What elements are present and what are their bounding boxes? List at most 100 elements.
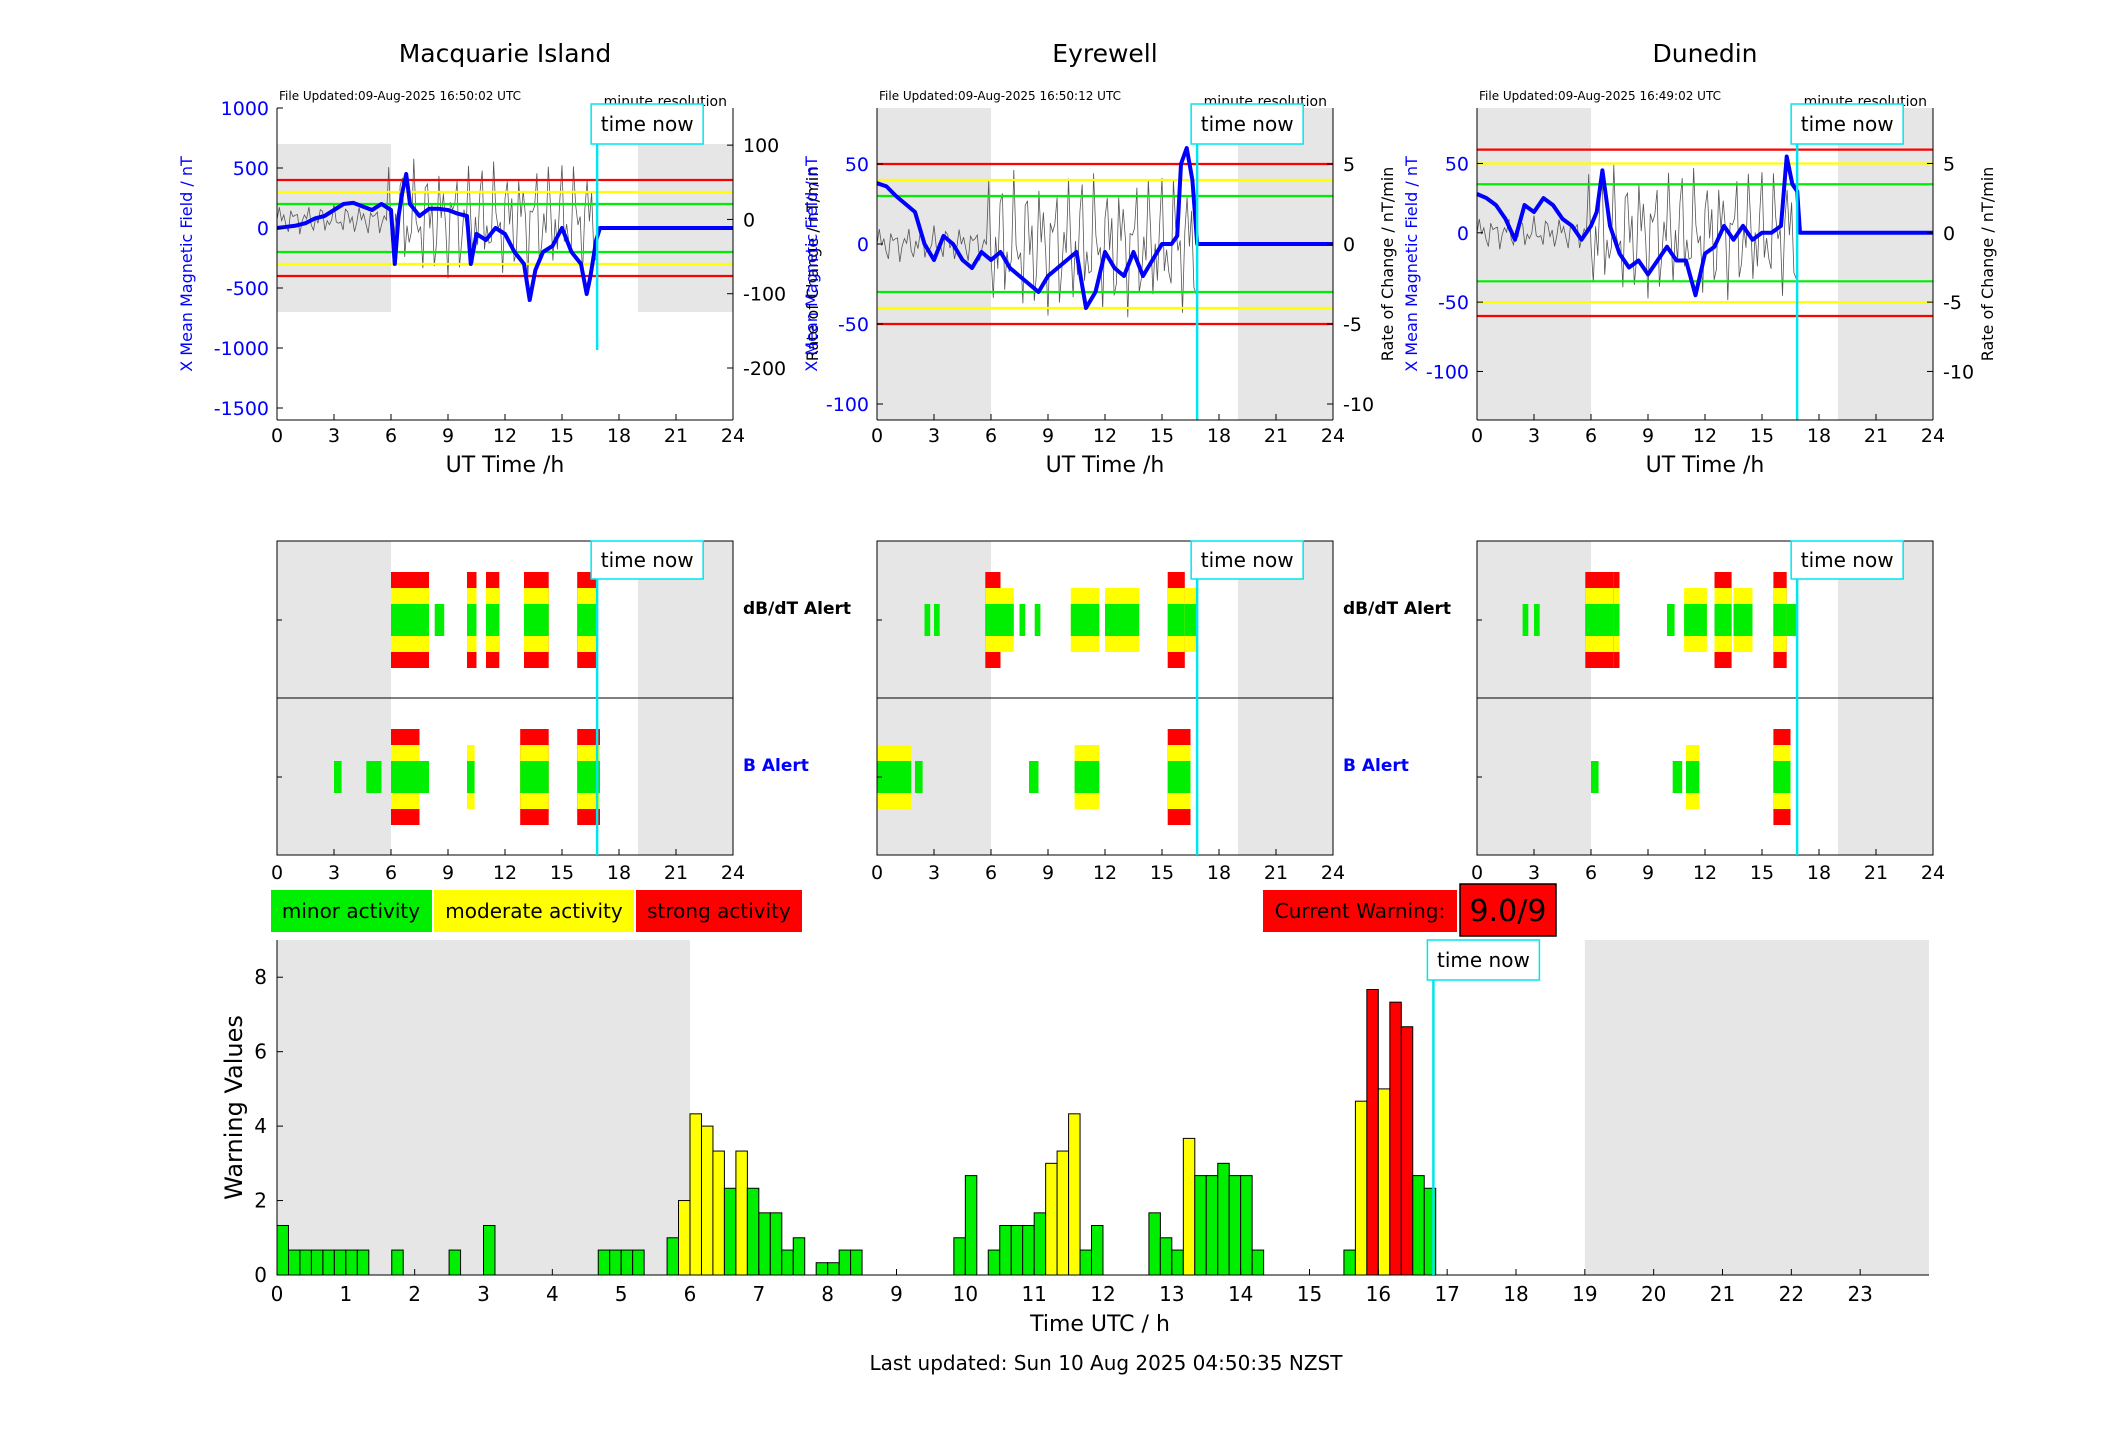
x-tick-label: 6 — [385, 425, 397, 447]
x-tick-label: 24 — [721, 862, 745, 884]
dbdt-minor-block — [1034, 604, 1041, 636]
warning-bar — [356, 1249, 370, 1276]
x-tick-label: 9 — [1642, 862, 1654, 884]
time-now-label: time now — [1201, 548, 1294, 572]
file-updated-text: File Updated:09-Aug-2025 16:49:02 UTC — [1479, 89, 1721, 103]
dbdt-minor-block — [1105, 604, 1140, 636]
x-tick-label: 9 — [1042, 425, 1054, 447]
b-alert-minor-block — [366, 761, 382, 793]
alert-panel-0: 0 3 6 9 12 15 18 21 24 time now dB/dT Alert B Alert — [271, 540, 851, 884]
time-now-box — [1790, 103, 1904, 145]
right-y-tick-label: 0 — [1943, 223, 1955, 245]
x-tick-label: 15 — [1297, 1282, 1322, 1306]
warning-bar — [609, 1249, 622, 1276]
time-now-box — [590, 103, 704, 145]
x-tick-label: 20 — [1641, 1282, 1666, 1306]
warning-bar — [310, 1249, 324, 1276]
x-tick-label: 2 — [408, 1282, 421, 1306]
warning-bar — [1377, 1088, 1391, 1276]
file-updated-text: File Updated:09-Aug-2025 16:50:02 UTC — [279, 89, 521, 103]
b-alert-minor-block — [1074, 761, 1100, 793]
dbdt-minor-block — [1786, 604, 1797, 636]
warning-bar — [483, 1224, 496, 1276]
warning-bar — [792, 1237, 806, 1276]
warning-bar — [1148, 1212, 1161, 1276]
rate-of-change-line — [876, 169, 1197, 318]
warning-bar — [620, 1249, 634, 1276]
warning-bar — [597, 1249, 611, 1276]
rate-of-change-line — [276, 158, 597, 280]
quiet-band — [1477, 108, 1591, 420]
left-y-tick-label: 0 — [257, 218, 269, 240]
dbdt-minor-block — [1667, 604, 1675, 636]
dbdt-minor-block — [985, 604, 1001, 636]
x-tick-label: 9 — [442, 425, 454, 447]
x-tick-label: 0 — [271, 862, 283, 884]
current-warning-label: Current Warning: — [1275, 899, 1445, 923]
x-tick-label: 3 — [1528, 862, 1540, 884]
right-y-tick-label: -100 — [743, 284, 786, 306]
right-y-axis-label: Rate of Change / nT/min — [1378, 167, 1397, 362]
x-tick-label: 21 — [1864, 425, 1888, 447]
x-tick-label: 15 — [1750, 862, 1774, 884]
left-y-tick-label: -500 — [226, 278, 269, 300]
left-y-tick-label: 0 — [1457, 223, 1469, 245]
x-tick-label: 6 — [985, 862, 997, 884]
field-line — [1476, 154, 1933, 298]
right-y-tick-label: -5 — [1343, 314, 1362, 336]
file-updated-text: File Updated:09-Aug-2025 16:50:12 UTC — [879, 89, 1121, 103]
x-tick-label: 12 — [1093, 862, 1117, 884]
left-y-tick-label: -1000 — [214, 338, 269, 360]
x-tick-label: 6 — [1585, 862, 1597, 884]
x-tick-label: 21 — [1710, 1282, 1735, 1306]
warning-bar — [1389, 1001, 1402, 1276]
legend-minor-label: minor activity — [282, 899, 420, 923]
dbdt-minor-block — [486, 604, 500, 636]
warning-bar — [287, 1249, 301, 1276]
warning-bar — [1205, 1175, 1219, 1276]
y-tick-label: 4 — [254, 1114, 267, 1138]
warning-bar — [666, 1237, 680, 1276]
warning-bar — [1182, 1137, 1196, 1276]
dbdt-minor-block — [934, 604, 940, 636]
b-alert-minor-block — [467, 761, 475, 793]
current-warning: Current Warning: 9.0/9 — [1263, 883, 1557, 937]
x-tick-label: 6 — [985, 425, 997, 447]
left-y-tick-label: 1000 — [221, 98, 269, 120]
warning-bar — [333, 1249, 347, 1276]
warning-bar — [1194, 1175, 1207, 1276]
legend-moderate-swatch — [434, 890, 634, 932]
x-tick-label: 12 — [1693, 862, 1717, 884]
x-tick-label: 15 — [550, 862, 574, 884]
warning-bar — [987, 1249, 1001, 1276]
warning-bar — [391, 1249, 404, 1276]
x-tick-label: 1 — [339, 1282, 352, 1306]
warning-bar — [322, 1249, 335, 1276]
x-tick-label: 18 — [1207, 425, 1231, 447]
time-now-box — [1190, 540, 1304, 580]
x-tick-label: 15 — [1150, 425, 1174, 447]
x-tick-label: 24 — [721, 425, 745, 447]
left-y-tick-label: -50 — [838, 314, 869, 336]
y-axis-label: Warning Values — [220, 1015, 248, 1200]
warning-bar — [735, 1150, 748, 1276]
warning-bar — [1240, 1175, 1253, 1276]
b-alert-minor-block — [334, 761, 342, 793]
warning-bar — [850, 1249, 863, 1276]
time-now-box — [1426, 939, 1541, 981]
x-tick-label: 9 — [1042, 862, 1054, 884]
x-tick-label: 0 — [271, 1282, 284, 1306]
warning-bar — [1412, 1175, 1425, 1276]
x-tick-label: 12 — [1090, 1282, 1115, 1306]
left-y-tick-label: 0 — [857, 234, 869, 256]
station-title: Eyrewell — [1052, 39, 1157, 68]
x-tick-label: 24 — [1321, 425, 1345, 447]
warning-bar — [345, 1249, 358, 1276]
dbdt-minor-block — [577, 604, 597, 636]
warning-bar — [1171, 1249, 1184, 1276]
x-tick-label: 3 — [328, 862, 340, 884]
quiet-band — [277, 940, 690, 1275]
left-y-tick-label: 50 — [1445, 153, 1469, 175]
